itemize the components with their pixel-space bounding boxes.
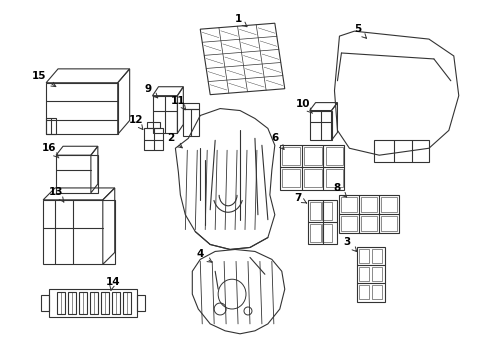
Bar	[46, 83, 118, 134]
Text: 13: 13	[49, 187, 64, 202]
Bar	[309, 111, 331, 140]
Bar	[303, 147, 321, 165]
Text: 6: 6	[271, 133, 284, 149]
Bar	[361, 216, 376, 231]
Bar	[183, 103, 199, 109]
Text: 15: 15	[32, 71, 56, 87]
Text: 2: 2	[166, 133, 182, 148]
Bar	[359, 249, 368, 264]
Text: 5: 5	[353, 24, 366, 38]
Bar	[281, 169, 299, 187]
Bar	[361, 197, 376, 212]
Text: 11: 11	[171, 96, 185, 110]
Bar	[136, 295, 144, 311]
Bar	[79, 292, 87, 314]
Text: 7: 7	[293, 193, 306, 203]
Bar	[279, 145, 344, 190]
Bar	[303, 169, 321, 187]
Bar	[321, 202, 332, 220]
Bar	[359, 267, 368, 281]
Bar	[41, 295, 49, 311]
Bar	[373, 140, 428, 162]
Bar	[43, 200, 115, 264]
Bar	[146, 122, 160, 129]
Bar	[309, 224, 320, 242]
Bar	[101, 292, 108, 314]
Text: 12: 12	[128, 116, 142, 130]
Bar	[371, 267, 382, 281]
Bar	[152, 96, 177, 133]
Bar	[357, 247, 385, 302]
Bar	[381, 197, 396, 212]
Bar	[112, 292, 120, 314]
Text: 10: 10	[295, 99, 312, 113]
Bar	[183, 109, 199, 136]
Bar	[281, 147, 299, 165]
Bar	[359, 285, 368, 299]
Bar	[57, 292, 65, 314]
Bar	[307, 200, 337, 244]
Bar	[371, 285, 382, 299]
Bar	[341, 216, 357, 231]
Bar	[381, 216, 396, 231]
Bar	[56, 155, 98, 193]
Text: 1: 1	[234, 14, 246, 27]
Bar	[309, 202, 320, 220]
Bar	[325, 169, 343, 187]
Text: 4: 4	[196, 249, 211, 262]
Bar	[321, 224, 332, 242]
Bar	[90, 292, 98, 314]
Text: 14: 14	[105, 277, 120, 290]
Bar	[68, 292, 76, 314]
Bar	[49, 289, 136, 317]
Bar	[143, 129, 163, 150]
Text: 9: 9	[144, 84, 158, 98]
Text: 16: 16	[42, 143, 59, 158]
Bar	[341, 197, 357, 212]
Bar	[122, 292, 130, 314]
Text: 3: 3	[343, 237, 356, 252]
Bar	[325, 147, 343, 165]
Text: 8: 8	[333, 183, 346, 197]
Bar	[339, 195, 398, 233]
Bar	[371, 249, 382, 264]
